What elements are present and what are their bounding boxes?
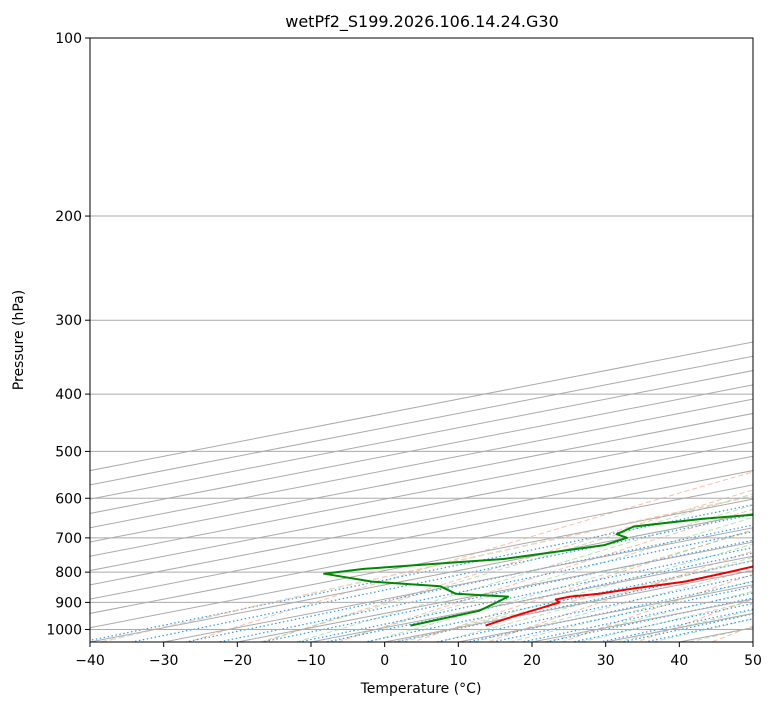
profile-line-1 bbox=[485, 565, 753, 627]
y-tick-label: 100 bbox=[55, 31, 82, 47]
x-tick-label: 30 bbox=[597, 653, 615, 669]
mixing-ratio-line bbox=[185, 524, 753, 642]
isotherm bbox=[90, 427, 753, 557]
y-tick-label: 500 bbox=[55, 444, 82, 460]
mixing-ratio-line bbox=[546, 597, 753, 642]
y-tick-label: 900 bbox=[55, 595, 82, 611]
x-tick-label: −30 bbox=[149, 653, 179, 669]
y-tick-label: 800 bbox=[55, 565, 82, 581]
y-tick-label: 200 bbox=[55, 209, 82, 225]
profile-line-2 bbox=[323, 513, 753, 627]
x-tick-label: −20 bbox=[223, 653, 253, 669]
moist-adiabat bbox=[402, 543, 753, 642]
isotherm bbox=[90, 512, 753, 642]
mixing-ratio-line bbox=[365, 560, 753, 642]
isotherm bbox=[90, 412, 753, 543]
moist-adiabat bbox=[331, 516, 753, 642]
mixing-ratio-line bbox=[599, 608, 753, 642]
y-tick-label: 700 bbox=[55, 531, 82, 547]
x-tick-label: 40 bbox=[670, 653, 688, 669]
mixing-ratio-line bbox=[218, 531, 753, 642]
profiles bbox=[323, 513, 753, 627]
mixing-ratio-line bbox=[436, 574, 753, 642]
x-tick-label: −10 bbox=[296, 653, 326, 669]
mixing-ratio-line bbox=[131, 513, 753, 642]
x-tick-label: 0 bbox=[380, 653, 389, 669]
isotherm bbox=[90, 484, 753, 614]
y-axis-label: Pressure (hPa) bbox=[11, 290, 27, 390]
x-tick-label: 10 bbox=[449, 653, 467, 669]
x-tick-label: 50 bbox=[744, 653, 762, 669]
y-axis: 100 200 300 400 500 600 700 800 900 1000 bbox=[46, 31, 90, 638]
x-tick-label: −40 bbox=[75, 653, 105, 669]
isotherm bbox=[90, 498, 753, 629]
mixing-ratio-line bbox=[325, 552, 753, 642]
mixing-ratio-line bbox=[492, 586, 753, 642]
x-tick-label: 20 bbox=[523, 653, 541, 669]
chart-title: wetPf2_S199.2026.106.14.24.G30 bbox=[285, 12, 559, 32]
background-lines bbox=[90, 38, 753, 642]
y-tick-label: 400 bbox=[55, 387, 82, 403]
plot-frame bbox=[89, 37, 754, 643]
isotherm bbox=[90, 470, 753, 600]
y-tick-label: 1000 bbox=[46, 622, 82, 638]
moist-adiabat bbox=[544, 590, 753, 642]
y-tick-label: 600 bbox=[55, 491, 82, 507]
x-axis: −40 −30 −20 −10 0 10 20 30 40 50 bbox=[75, 642, 762, 669]
moist-adiabat bbox=[438, 556, 753, 642]
moist-adiabat bbox=[296, 504, 753, 642]
isotherm bbox=[163, 527, 753, 642]
x-axis-label: Temperature (°C) bbox=[360, 681, 482, 697]
isotherm bbox=[90, 455, 753, 586]
isotherm bbox=[90, 441, 753, 572]
y-tick-label: 300 bbox=[55, 313, 82, 329]
